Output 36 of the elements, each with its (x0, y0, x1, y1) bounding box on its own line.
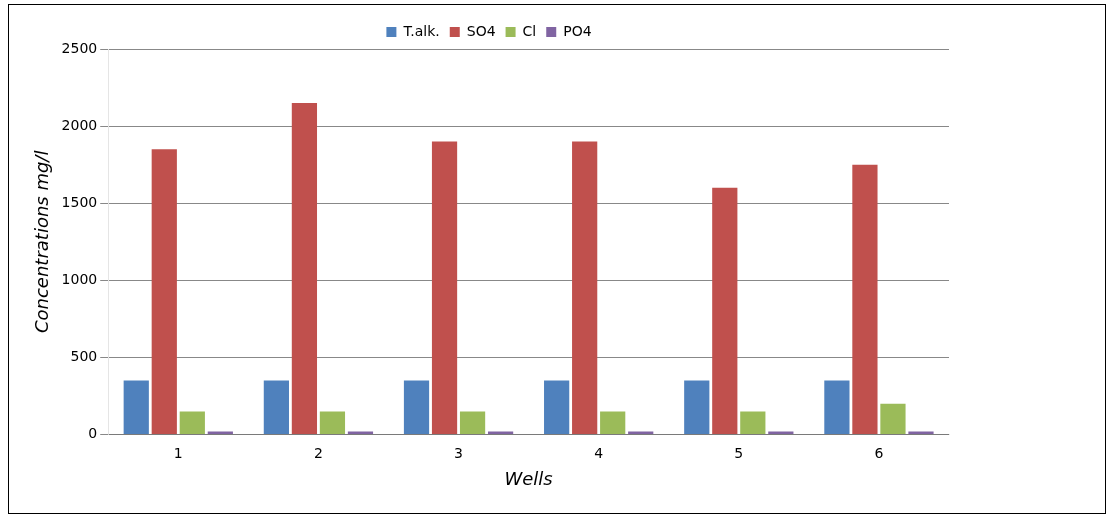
x-tick-label: 1 (173, 444, 183, 461)
x-tick-label: 3 (454, 444, 464, 461)
bar (684, 380, 710, 435)
x-tick-label: 5 (734, 444, 744, 461)
bar (263, 380, 289, 435)
bar (824, 380, 850, 435)
bar (544, 380, 570, 435)
legend-label: SO4 (466, 22, 496, 39)
bar (712, 187, 738, 435)
bar (291, 102, 318, 435)
bar (572, 141, 598, 435)
y-axis-title: Concentrations mg/l (31, 150, 53, 334)
x-axis-title: Wells (504, 467, 553, 489)
legend-label: T.alk. (402, 22, 440, 39)
bar (459, 411, 486, 435)
bar (880, 403, 906, 435)
legend-label: PO4 (563, 22, 592, 39)
legend-label: Cl (522, 22, 537, 39)
bar (600, 411, 626, 435)
y-tick-label: 2500 (61, 39, 98, 56)
x-tick-label: 6 (874, 444, 884, 461)
bar (123, 380, 149, 435)
bar (151, 149, 177, 435)
bar (431, 141, 458, 435)
bar (740, 411, 766, 435)
y-tick-label: 1000 (61, 271, 98, 287)
bar (403, 380, 430, 435)
y-tick-label: 0 (88, 425, 98, 442)
bar (852, 164, 878, 435)
y-tick-label: 2000 (61, 116, 98, 133)
bar (319, 411, 346, 435)
x-tick-label: 4 (594, 444, 604, 461)
y-tick-label: 1500 (61, 193, 98, 210)
bar (179, 411, 205, 435)
y-tick-label: 500 (70, 348, 98, 365)
x-tick-label: 2 (313, 444, 323, 461)
